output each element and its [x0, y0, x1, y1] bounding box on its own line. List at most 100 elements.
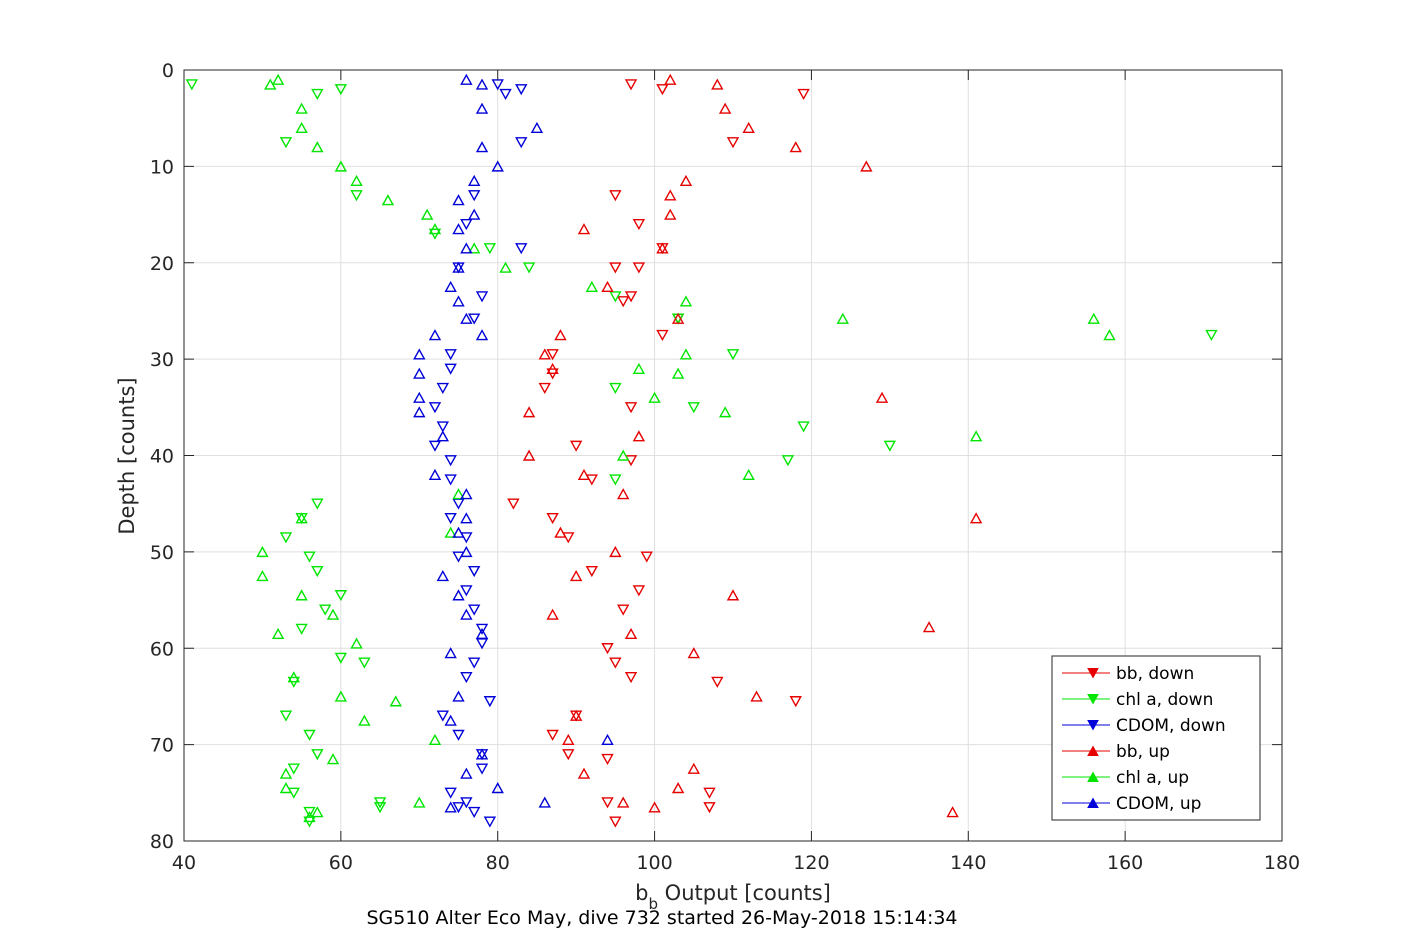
data-point — [436, 430, 450, 442]
data-point — [311, 565, 324, 578]
data-point — [656, 242, 669, 254]
data-point — [452, 295, 465, 307]
legend-box — [1051, 655, 1261, 821]
data-point — [483, 696, 497, 708]
x-axis-label-main: b — [635, 881, 648, 905]
data-point — [601, 797, 614, 809]
data-point — [515, 84, 528, 96]
y-tick-label: 40 — [150, 446, 174, 468]
legend-label: bb, up — [1116, 742, 1170, 762]
data-point — [577, 468, 591, 480]
data-point — [460, 608, 473, 620]
data-point — [460, 242, 473, 254]
data-point — [452, 802, 465, 814]
chart-caption: SG510 Alter Eco May, dive 732 started 26… — [366, 907, 957, 929]
data-point — [350, 174, 363, 187]
data-point — [467, 604, 481, 616]
x-tick-label: 40 — [172, 852, 196, 874]
data-point — [303, 810, 316, 823]
data-point — [1103, 329, 1116, 341]
data-point — [467, 565, 481, 578]
data-point — [922, 621, 936, 633]
data-point — [726, 349, 740, 361]
y-tick-label: 20 — [150, 253, 174, 275]
data-point — [617, 604, 630, 616]
data-point — [452, 690, 465, 702]
data-point — [256, 545, 269, 558]
x-tick-labels: 40 60 80 100 120 140 160 180 — [172, 852, 1300, 874]
data-point — [718, 406, 732, 418]
x-tick-label: 100 — [636, 852, 672, 874]
data-point — [609, 262, 622, 274]
data-point — [609, 190, 622, 202]
data-point — [475, 102, 489, 114]
data-point — [436, 382, 450, 394]
data-point — [452, 729, 465, 741]
data-point — [420, 208, 434, 220]
data-point — [726, 137, 740, 149]
y-tick-label: 60 — [150, 638, 174, 660]
data-point — [554, 526, 567, 538]
data-point — [522, 262, 536, 274]
legend-label: chl a, up — [1116, 768, 1189, 788]
data-point — [358, 657, 371, 669]
data-point — [413, 796, 426, 808]
series-2 — [428, 79, 528, 828]
data-point — [311, 88, 324, 101]
data-point — [530, 121, 544, 134]
data-point — [632, 430, 646, 442]
data-point — [585, 280, 599, 293]
data-point — [452, 223, 465, 235]
y-axis-label: Depth [counts] — [115, 377, 139, 534]
data-point — [483, 816, 497, 828]
data-point — [538, 348, 551, 360]
data-point — [797, 421, 810, 433]
legend-marker — [1087, 771, 1099, 782]
data-point — [185, 79, 199, 91]
grid — [184, 70, 1282, 841]
data-point — [648, 391, 661, 403]
data-point — [609, 474, 622, 486]
data-point — [287, 763, 300, 775]
data-point — [632, 262, 646, 274]
data-point — [546, 729, 559, 741]
data-point — [444, 363, 457, 375]
data-point — [279, 782, 293, 794]
data-point — [515, 137, 528, 149]
data-point — [444, 526, 457, 538]
data-point — [311, 806, 324, 818]
x-axis-label-rest: Output [counts] — [658, 881, 831, 905]
data-point — [271, 627, 285, 639]
data-point — [295, 121, 308, 134]
data-point — [617, 449, 630, 461]
x-tick-label: 80 — [486, 852, 510, 874]
legend-label: chl a, down — [1116, 690, 1213, 710]
x-tick-label: 160 — [1107, 852, 1143, 874]
data-point — [444, 280, 457, 293]
data-point — [624, 627, 638, 639]
data-point — [687, 647, 700, 659]
y-tick-labels: 0 10 20 30 40 50 60 70 80 — [150, 60, 174, 853]
data-point — [687, 762, 700, 774]
data-point — [711, 676, 724, 688]
data-point — [475, 763, 489, 775]
data-point — [452, 526, 465, 538]
data-point — [538, 796, 551, 808]
data-point — [601, 753, 614, 766]
data-point — [679, 295, 693, 307]
data-point — [836, 312, 849, 324]
data-point — [703, 802, 716, 814]
data-point — [358, 714, 371, 726]
data-point — [703, 787, 716, 799]
data-point — [475, 623, 489, 635]
data-point — [617, 296, 630, 308]
data-point — [452, 589, 465, 601]
data-point — [467, 313, 481, 325]
legend-marker — [1087, 694, 1099, 705]
data-point — [413, 391, 426, 403]
data-point — [475, 627, 489, 639]
data-point — [711, 78, 724, 90]
data-point — [664, 73, 677, 85]
y-tick-label: 30 — [150, 349, 174, 371]
data-point — [373, 802, 387, 814]
